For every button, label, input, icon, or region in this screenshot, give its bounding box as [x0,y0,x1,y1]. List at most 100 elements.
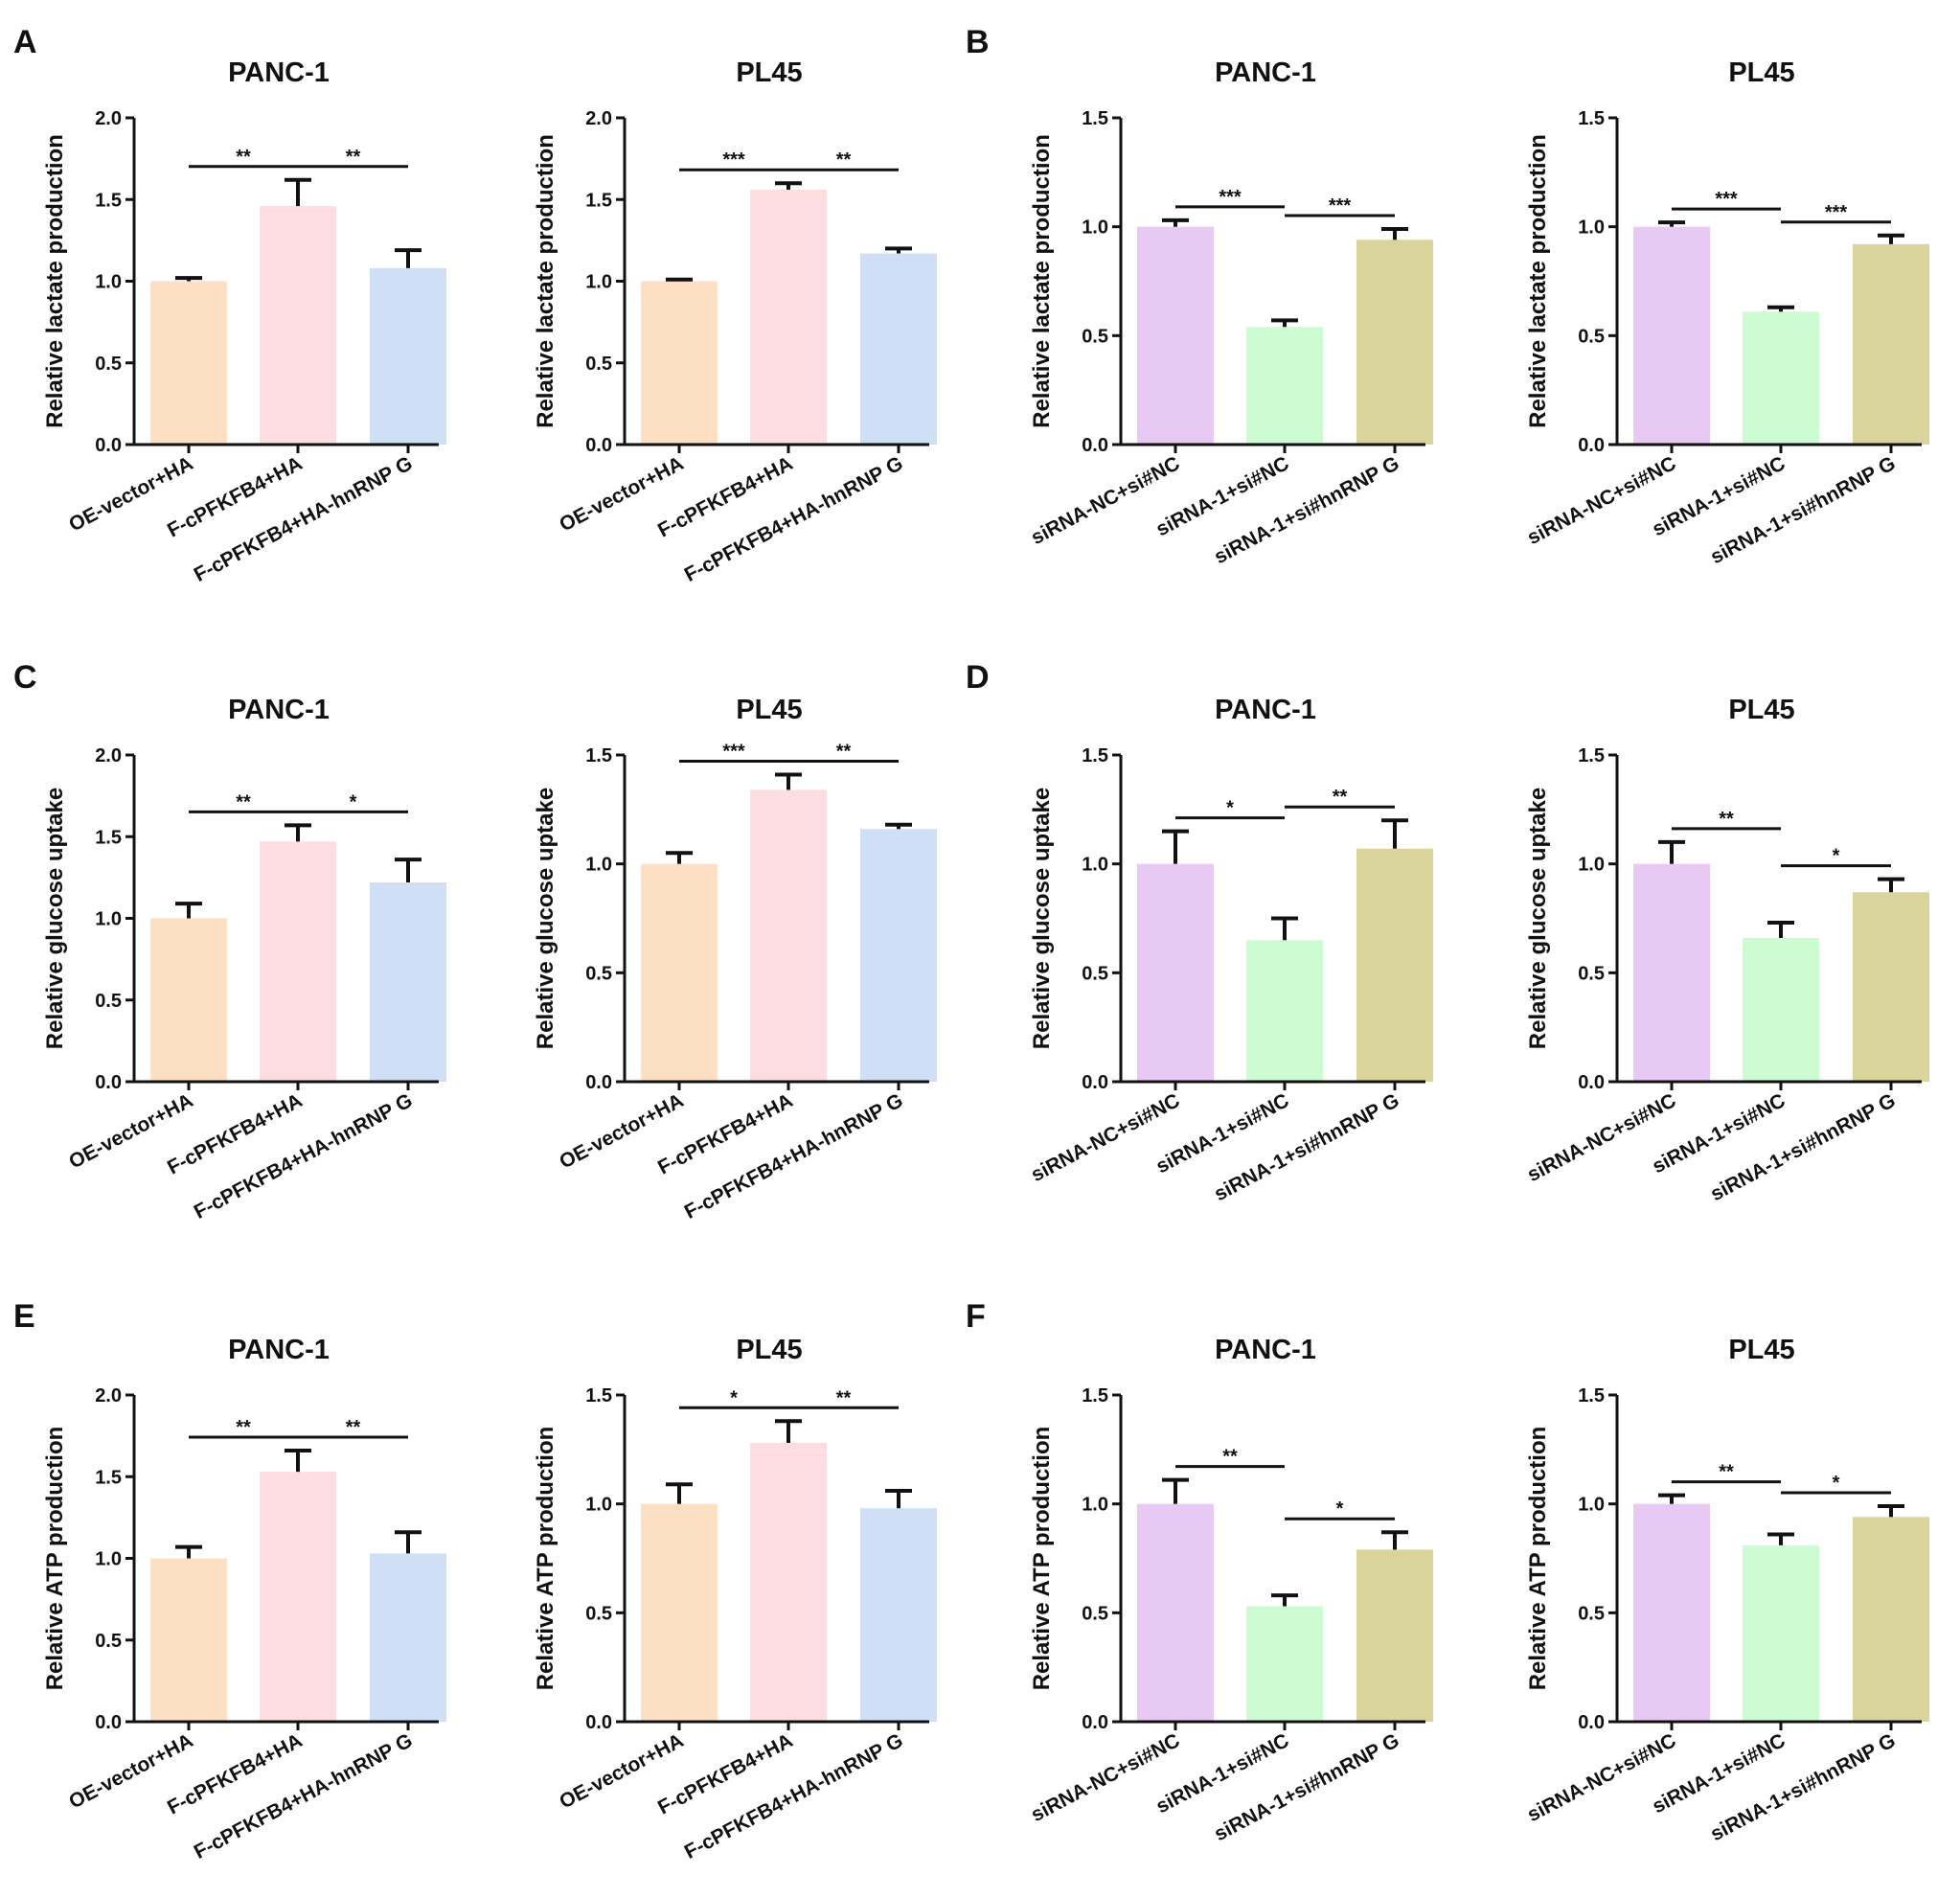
y-tick-label: 1.5 [95,190,122,211]
y-tick-label: 2.0 [95,745,122,766]
y-axis-label: Relative glucose uptake [1029,788,1055,1049]
bar [860,829,937,1082]
y-tick-label: 0.5 [1578,1603,1605,1624]
significance-label: ** [236,147,251,168]
y-tick-label: 1.5 [585,745,612,766]
y-axis-label: Relative glucose uptake [42,788,68,1049]
significance-label: ** [346,147,361,168]
y-tick-label: 0.0 [1082,1072,1108,1093]
y-tick-label: 1.5 [1578,1385,1605,1406]
chart-title: PL45 [1728,57,1794,88]
significance-label: ** [836,149,852,171]
panel-letter: D [966,659,990,696]
bar [1853,892,1929,1082]
significance-label: ** [1719,1462,1734,1483]
chart-title: PANC-1 [228,1335,330,1365]
y-axis-label: Relative lactate production [42,134,68,428]
chart-title: PANC-1 [1215,1335,1316,1365]
bar [641,1503,718,1722]
y-tick-label: 1.0 [1082,217,1108,239]
y-tick-label: 0.5 [1082,326,1108,347]
significance-label: * [730,1387,738,1408]
y-tick-label: 1.0 [585,855,612,876]
significance-label: *** [722,741,745,762]
y-tick-label: 0.5 [585,963,612,984]
y-tick-label: 0.0 [95,435,122,456]
y-tick-label: 1.0 [1578,1495,1605,1516]
y-tick-label: 1.0 [1578,217,1605,239]
significance-label: ** [836,1387,852,1408]
x-tick-label: siRNA-1+si#hnRNP G [1211,1729,1403,1845]
y-tick-label: 2.0 [585,108,612,129]
x-tick-label: siRNA-1+si#hnRNP G [1707,452,1900,568]
y-tick-label: 0.5 [95,1631,122,1652]
significance-label: *** [1329,195,1352,217]
bar [1633,863,1710,1082]
y-tick-label: 1.5 [95,827,122,848]
y-tick-label: 1.5 [1082,108,1108,129]
bar [260,1472,336,1722]
chart-panel: D PANC-1 Relative glucose uptake 0.0 0.5 1.0 1… [966,659,1433,1205]
panel-letter: F [966,1298,986,1335]
significance-label: ** [1719,809,1734,830]
y-axis-label: Relative ATP production [42,1427,68,1691]
significance-label: * [350,791,357,812]
y-tick-label: 1.0 [95,1549,122,1570]
y-tick-label: 0.0 [95,1072,122,1093]
bar [150,918,227,1082]
chart-title: PANC-1 [228,695,330,725]
bar [1633,1503,1710,1722]
bar [1743,1544,1819,1722]
x-tick-label: siRNA-1+si#hnRNP G [1707,1089,1900,1205]
y-axis-label: Relative lactate production [533,134,558,428]
bar [1853,243,1929,445]
bar [150,1558,227,1722]
panel-letter: A [13,24,37,60]
chart-panel: PL45 Relative lactate production 0.0 0.5 1.0… [1524,57,1929,568]
y-tick-label: 0.5 [95,991,122,1012]
y-tick-label: 0.0 [1578,1072,1605,1093]
y-tick-label: 1.5 [585,1385,612,1406]
y-tick-label: 0.0 [1082,435,1108,456]
x-tick-label: siRNA-1+si#hnRNP G [1211,452,1403,568]
chart-title: PL45 [736,1335,802,1365]
chart-title: PL45 [736,57,802,88]
bar [1246,1606,1323,1722]
bar [1633,226,1710,445]
panel-letter: B [966,24,990,60]
chart-panel: A PANC-1 Relative lactate production 0.0 0.5… [13,24,446,586]
y-tick-label: 1.0 [585,272,612,293]
bar [1356,848,1433,1082]
bar [370,267,446,445]
chart-panel: PL45 Relative ATP production 0.0 0.5 1.0 1.5 s… [1524,1335,1929,1845]
significance-label: *** [1825,202,1848,223]
y-tick-label: 1.5 [95,1467,122,1488]
y-tick-label: 2.0 [95,108,122,129]
y-tick-label: 1.0 [1082,855,1108,876]
y-tick-label: 1.0 [1578,855,1605,876]
chart-panel: C PANC-1 Relative glucose uptake 0.0 0.5 1.0 1… [13,659,446,1223]
bar [750,1443,827,1722]
panel-letter: E [13,1298,35,1335]
y-axis-label: Relative ATP production [1029,1427,1055,1691]
bar [641,863,718,1082]
y-tick-label: 0.5 [585,354,612,375]
y-tick-label: 0.5 [1082,963,1108,984]
y-axis-label: Relative lactate production [1525,134,1551,428]
y-tick-label: 0.0 [585,435,612,456]
significance-label: ** [236,1417,251,1438]
y-tick-label: 0.5 [1578,326,1605,347]
bar [1743,937,1819,1082]
bar [260,841,336,1082]
y-tick-label: 1.5 [1082,745,1108,766]
chart-title: PANC-1 [228,57,330,88]
significance-label: * [1833,846,1840,867]
bar [1246,327,1323,445]
bar [1137,226,1214,445]
y-tick-label: 1.5 [1578,745,1605,766]
y-axis-label: Relative glucose uptake [533,788,558,1049]
bar [370,1553,446,1722]
chart-title: PANC-1 [1215,57,1316,88]
y-tick-label: 0.0 [1578,1712,1605,1733]
bar [860,1508,937,1722]
